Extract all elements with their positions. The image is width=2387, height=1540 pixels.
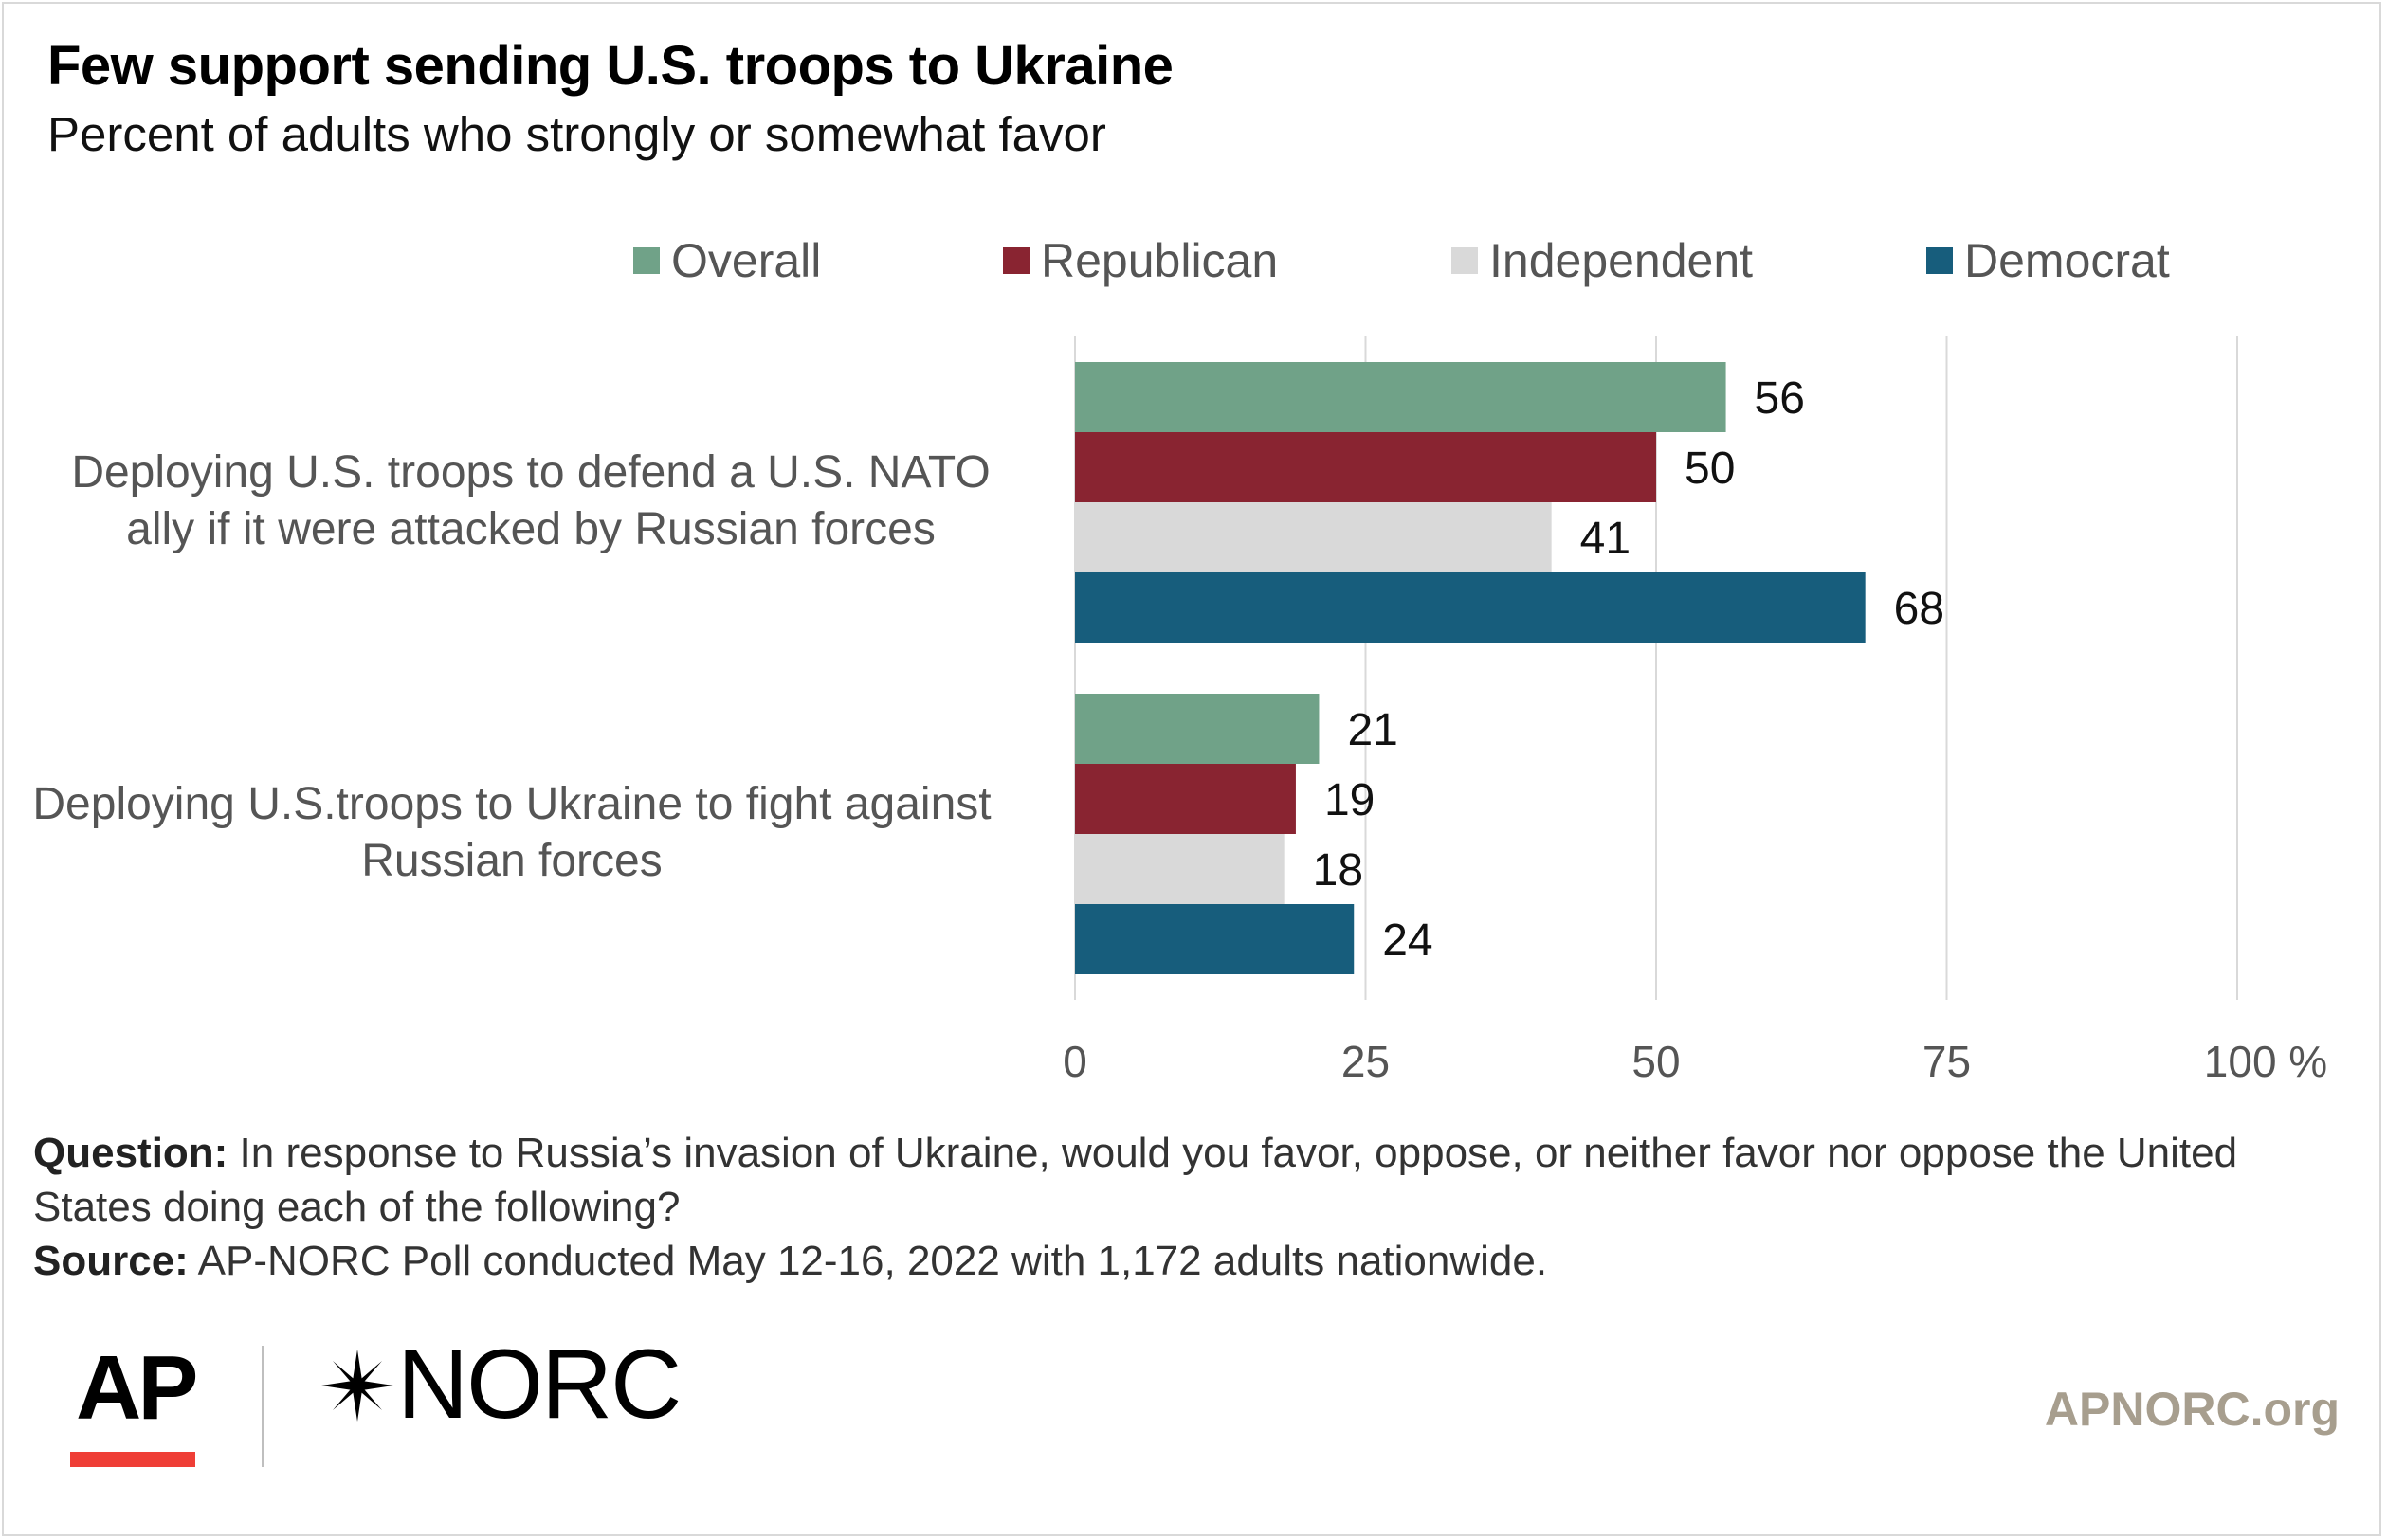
bar-republican-0 xyxy=(1075,432,1656,502)
logo-divider xyxy=(262,1346,264,1467)
x-tick-label-0: 0 xyxy=(1063,1037,1087,1086)
bar-democrat-1 xyxy=(1075,904,1355,974)
legend: Overall Republican Independent Democrat xyxy=(0,227,2387,294)
legend-label-independent: Independent xyxy=(1489,234,1754,287)
category-label-ukraine: Deploying U.S.troops to Ukraine to fight… xyxy=(0,776,1033,890)
legend-item-republican: Republican xyxy=(1003,227,1278,294)
norc-logo-text: NORC xyxy=(397,1330,682,1440)
bar-republican-1 xyxy=(1075,764,1296,834)
site-url: APNORC.org xyxy=(2044,1383,2340,1436)
x-tick-label-3: 75 xyxy=(1922,1037,1971,1086)
data-label-independent-0: 41 xyxy=(1580,514,1631,564)
category-label-nato-line1: Deploying U.S. troops to defend a U.S. N… xyxy=(71,447,991,498)
bar-independent-1 xyxy=(1075,834,1285,904)
ap-logo: AP xyxy=(76,1337,198,1439)
norc-star-icon xyxy=(321,1349,393,1422)
data-label-overall-1: 21 xyxy=(1347,705,1397,755)
source-label: Source: xyxy=(33,1238,189,1284)
legend-swatch-republican xyxy=(1003,247,1030,274)
legend-swatch-overall xyxy=(633,247,660,274)
legend-label-democrat: Democrat xyxy=(1964,234,2170,287)
x-tick-label-4: 100 % xyxy=(2204,1037,2327,1086)
data-label-democrat-1: 24 xyxy=(1382,915,1432,966)
bar-overall-0 xyxy=(1075,362,1726,432)
chart-title: Few support sending U.S. troops to Ukrai… xyxy=(47,35,1174,97)
norc-logo: NORC xyxy=(318,1329,682,1441)
legend-item-democrat: Democrat xyxy=(1926,227,2170,294)
x-tick-label-2: 50 xyxy=(1631,1037,1680,1086)
legend-swatch-independent xyxy=(1451,247,1478,274)
legend-swatch-democrat xyxy=(1926,247,1953,274)
question-label: Question: xyxy=(33,1130,228,1176)
source-text: AP-NORC Poll conducted May 12-16, 2022 w… xyxy=(188,1238,1548,1284)
data-label-democrat-0: 68 xyxy=(1894,584,1944,634)
legend-item-independent: Independent xyxy=(1451,227,1753,294)
legend-item-overall: Overall xyxy=(633,227,821,294)
category-label-nato: Deploying U.S. troops to defend a U.S. N… xyxy=(0,444,1062,558)
legend-label-overall: Overall xyxy=(671,234,822,287)
category-label-ukraine-line2: Russian forces xyxy=(361,836,663,886)
x-tick-label-1: 25 xyxy=(1341,1037,1390,1086)
data-label-republican-0: 50 xyxy=(1685,444,1735,494)
bar-democrat-0 xyxy=(1075,572,1866,643)
category-label-ukraine-line1: Deploying U.S.troops to Ukraine to fight… xyxy=(32,779,992,829)
legend-label-republican: Republican xyxy=(1041,234,1279,287)
data-label-overall-0: 56 xyxy=(1755,373,1805,424)
data-label-republican-1: 19 xyxy=(1324,775,1375,825)
question-text: In response to Russia’s invasion of Ukra… xyxy=(33,1130,2238,1230)
ap-logo-underline xyxy=(70,1452,195,1467)
category-label-nato-line2: ally if it were attacked by Russian forc… xyxy=(126,504,936,554)
chart-subtitle: Percent of adults who strongly or somewh… xyxy=(47,107,1106,161)
question-note: Question: In response to Russia’s invasi… xyxy=(33,1126,2346,1234)
source-note: Source: AP-NORC Poll conducted May 12-16… xyxy=(33,1234,2346,1288)
bar-overall-1 xyxy=(1075,694,1320,764)
footer-notes: Question: In response to Russia’s invasi… xyxy=(33,1126,2346,1288)
bar-independent-0 xyxy=(1075,502,1552,572)
data-label-independent-1: 18 xyxy=(1313,845,1363,896)
